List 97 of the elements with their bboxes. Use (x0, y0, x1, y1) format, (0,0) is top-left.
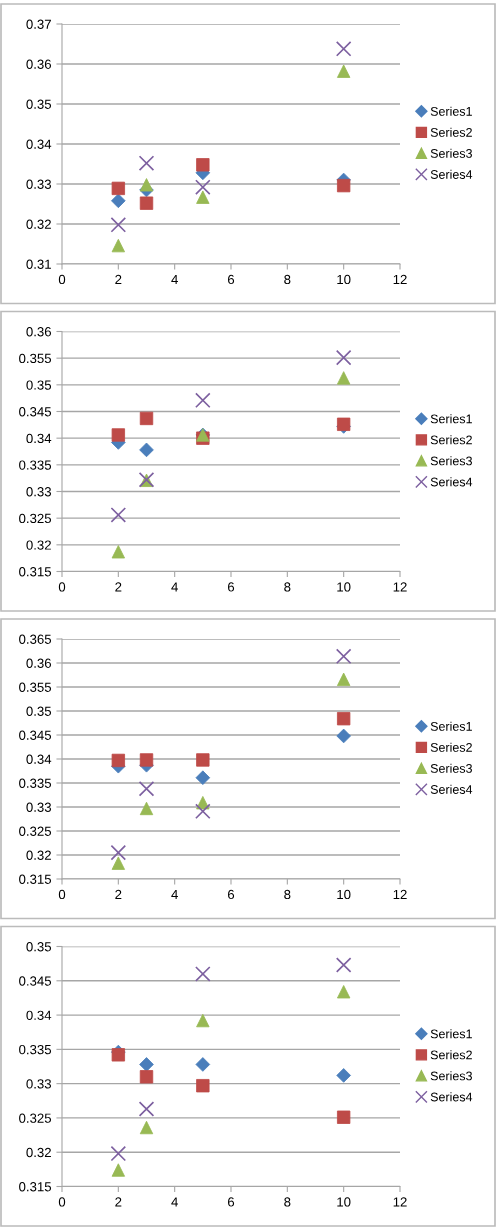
x-tick-label: 4 (171, 889, 178, 899)
y-tick-label: 0.35 (26, 380, 52, 390)
legend-label: Series3 (430, 763, 472, 773)
x-tick-label: 10 (337, 274, 351, 285)
legend-label: Series1 (430, 721, 472, 731)
y-tick-label: 0.31 (26, 259, 51, 269)
x-tick-label: 2 (115, 1197, 122, 1207)
x-tick-label: 6 (228, 274, 235, 285)
y-tick-label: 0.32 (26, 219, 51, 229)
legend-label: Series4 (430, 1092, 473, 1102)
x-tick-label: 12 (393, 889, 407, 899)
x-tick-label: 8 (284, 582, 291, 592)
y-tick-label: 0.36 (26, 59, 52, 69)
y-tick-label: 0.325 (19, 826, 52, 836)
point (335, 957, 352, 973)
y-tick-label: 0.315 (19, 1182, 52, 1192)
x-tick-label: 12 (393, 1197, 407, 1207)
x-tick-label: 12 (393, 274, 407, 284)
x-tick-label: 2 (115, 582, 122, 592)
point (138, 780, 155, 797)
x-tick-label: 8 (284, 889, 291, 900)
legend-label: Series3 (430, 456, 472, 466)
y-tick-label: 0.34 (26, 139, 52, 149)
legend-label: Series2 (430, 1050, 472, 1060)
x-tick-label: 4 (171, 274, 178, 284)
point (139, 411, 154, 426)
y-tick-label: 0.33 (26, 487, 52, 497)
point (195, 966, 211, 982)
y-tick-label: 0.34 (26, 754, 52, 764)
y-tick-label: 0.325 (19, 513, 52, 524)
y-tick-label: 0.37 (26, 19, 51, 29)
x-tick-label: 10 (337, 1197, 351, 1207)
point (110, 1145, 127, 1162)
x-tick-label: 10 (337, 582, 351, 592)
point (138, 1101, 155, 1117)
point (111, 753, 125, 768)
point (195, 179, 211, 195)
y-tick-label: 0.35 (26, 99, 52, 109)
x-tick-label: 6 (228, 582, 235, 592)
y-tick-label: 0.34 (26, 1010, 52, 1020)
y-tick-label: 0.315 (19, 874, 52, 884)
point (110, 217, 127, 233)
y-tick-label: 0.315 (19, 567, 52, 577)
x-tick-label: 6 (228, 1197, 235, 1207)
y-tick-label: 0.33 (26, 1079, 52, 1089)
y-tick-label: 0.325 (19, 1113, 52, 1123)
y-tick-label: 0.32 (26, 540, 51, 550)
legend-label: Series4 (430, 477, 473, 487)
point (195, 803, 211, 820)
legend-label: Series4 (430, 784, 473, 794)
legend-label: Series2 (430, 127, 472, 137)
point (335, 349, 352, 366)
y-tick-label: 0.345 (19, 976, 52, 986)
point (138, 155, 155, 171)
y-tick-label: 0.33 (26, 179, 52, 189)
y-tick-label: 0.36 (26, 658, 52, 668)
y-tick-label: 0.36 (26, 327, 52, 337)
legend-label: Series1 (430, 106, 472, 116)
point (195, 392, 211, 409)
point (335, 41, 352, 57)
x-tick-label: 8 (284, 1197, 291, 1207)
y-tick-label: 0.345 (19, 730, 52, 740)
point (110, 507, 127, 523)
x-tick-label: 0 (58, 889, 66, 900)
legend-label: Series1 (430, 414, 472, 424)
legend-label: Series2 (430, 742, 472, 752)
point (110, 844, 127, 861)
x-tick-label: 8 (284, 274, 291, 285)
x-tick-label: 0 (58, 582, 66, 592)
x-tick-label: 0 (58, 1197, 66, 1207)
y-tick-label: 0.365 (19, 634, 52, 644)
y-tick-label: 0.32 (26, 850, 51, 860)
y-tick-label: 0.345 (19, 407, 52, 417)
y-tick-label: 0.35 (26, 942, 52, 952)
y-tick-label: 0.34 (26, 433, 52, 444)
x-tick-label: 12 (393, 582, 407, 592)
legend-label: Series3 (430, 1071, 472, 1081)
y-tick-label: 0.335 (19, 778, 52, 788)
y-tick-label: 0.35 (26, 706, 52, 716)
y-tick-label: 0.33 (26, 802, 52, 812)
x-tick-label: 4 (171, 582, 178, 592)
x-tick-label: 0 (58, 274, 66, 285)
x-tick-label: 2 (115, 274, 122, 284)
y-tick-label: 0.355 (19, 682, 52, 692)
y-tick-label: 0.355 (19, 353, 52, 364)
legend-label: Series1 (430, 1029, 472, 1039)
legend-label: Series3 (430, 148, 472, 158)
x-tick-label: 2 (115, 889, 122, 899)
x-tick-label: 10 (337, 889, 351, 900)
y-tick-label: 0.32 (26, 1147, 51, 1158)
y-tick-label: 0.335 (19, 1044, 52, 1055)
legend-label: Series4 (430, 169, 473, 179)
x-tick-label: 4 (171, 1197, 178, 1207)
x-tick-label: 6 (228, 889, 235, 900)
legend-label: Series2 (430, 435, 472, 445)
y-tick-label: 0.335 (19, 460, 52, 470)
point (335, 648, 352, 665)
